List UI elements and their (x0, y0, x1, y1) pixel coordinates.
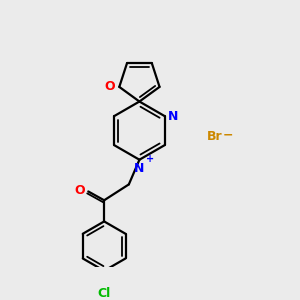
Text: Cl: Cl (98, 287, 111, 300)
Text: N: N (168, 110, 178, 123)
Text: +: + (146, 154, 154, 164)
Text: N: N (134, 162, 145, 176)
Text: −: − (223, 128, 234, 142)
Text: O: O (104, 80, 115, 93)
Text: Br: Br (207, 130, 223, 143)
Text: O: O (74, 184, 85, 197)
